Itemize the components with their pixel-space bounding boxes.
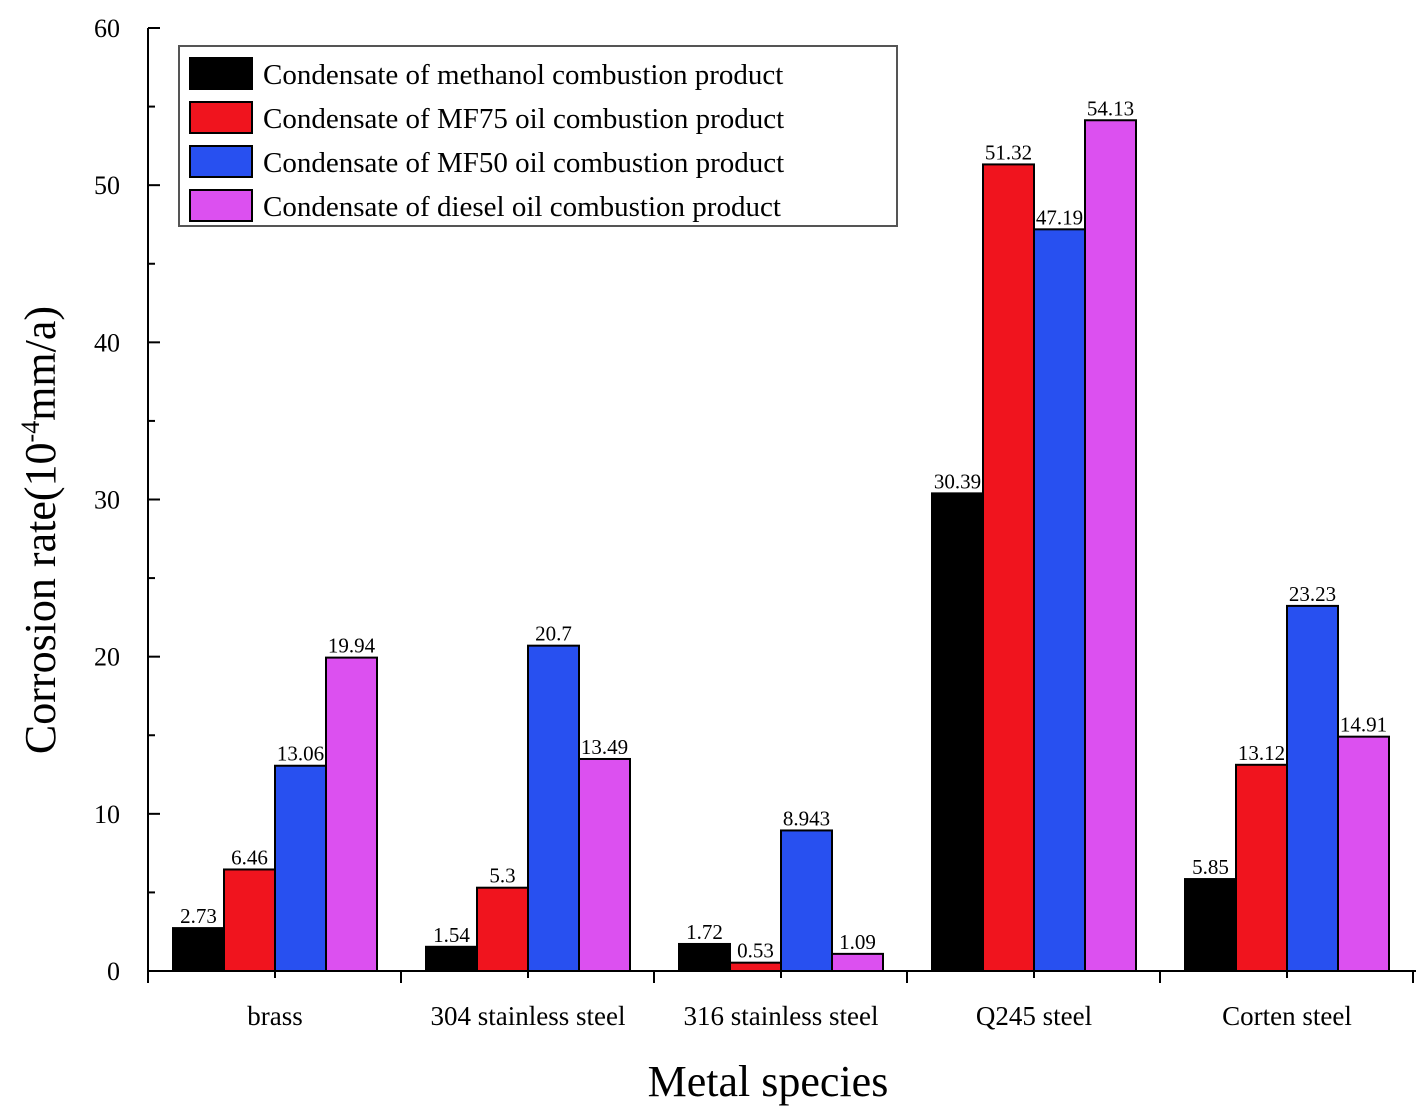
legend-box bbox=[178, 45, 898, 227]
x-tick-label-corten-steel: Corten steel bbox=[1222, 1001, 1352, 1031]
x-tick-label-brass: brass bbox=[247, 1001, 303, 1031]
value-labels-layer: 2.73 6.46 13.06 19.94 1.54 5.3 20.7 13.49 1.72 0.… bbox=[180, 96, 1387, 962]
bar-q245-steel-series-2 bbox=[982, 163, 1035, 973]
value-label-brass-series-3: 13.06 bbox=[277, 742, 324, 766]
y-axis-title-exponent: -4 bbox=[16, 421, 45, 443]
value-label-corten-steel-series-4: 14.91 bbox=[1340, 713, 1387, 737]
value-label-brass-series-2: 6.46 bbox=[231, 845, 268, 869]
legend: Condensate of methanol combustion produc… bbox=[178, 45, 898, 227]
value-label-304-stainless-steel-series-2: 5.3 bbox=[489, 864, 515, 888]
x-tick-label-304-stainless-steel: 304 stainless steel bbox=[431, 1001, 626, 1031]
bar-q245-steel-series-4 bbox=[1084, 119, 1137, 972]
value-label-brass-series-1: 2.73 bbox=[180, 904, 217, 928]
y-tick-label-10: 10 bbox=[94, 800, 120, 829]
y-axis-title-unit: mm/a) bbox=[16, 306, 65, 421]
y-axis-title: Corrosion rate(10-4mm/a) bbox=[16, 306, 65, 754]
legend-label-series-1: Condensate of methanol combustion produc… bbox=[263, 59, 783, 91]
value-label-brass-series-4: 19.94 bbox=[328, 634, 376, 658]
y-axis-title-main: Corrosion rate(10 bbox=[16, 442, 65, 754]
legend-swatch-series-4 bbox=[189, 189, 253, 222]
value-label-q245-steel-series-3: 47.19 bbox=[1036, 205, 1083, 229]
bar-316-stainless-steel-series-1 bbox=[678, 942, 731, 973]
value-label-q245-steel-series-1: 30.39 bbox=[934, 469, 981, 493]
value-label-corten-steel-series-1: 5.85 bbox=[1192, 855, 1229, 879]
bar-316-stainless-steel-series-3 bbox=[780, 829, 833, 973]
y-tick-label-40: 40 bbox=[94, 328, 120, 357]
bar-316-stainless-steel-series-2 bbox=[729, 961, 782, 972]
value-label-316-stainless-steel-series-2: 0.53 bbox=[737, 939, 774, 963]
bar-corten-steel-series-4 bbox=[1337, 735, 1390, 972]
value-label-corten-steel-series-3: 23.23 bbox=[1289, 582, 1336, 606]
bar-corten-steel-series-2 bbox=[1235, 763, 1288, 973]
legend-swatch-series-1 bbox=[189, 57, 253, 90]
bar-brass-series-1 bbox=[172, 927, 225, 973]
axes-layer: 0 10 20 30 40 50 60 brass 304 stainless steel 316… bbox=[94, 14, 1416, 1031]
y-tick-label-20: 20 bbox=[94, 643, 120, 672]
value-label-316-stainless-steel-series-1: 1.72 bbox=[686, 920, 723, 944]
bar-corten-steel-series-3 bbox=[1286, 604, 1339, 973]
value-label-304-stainless-steel-series-4: 13.49 bbox=[581, 735, 628, 759]
bar-316-stainless-steel-series-4 bbox=[831, 952, 884, 973]
value-label-corten-steel-series-2: 13.12 bbox=[1238, 741, 1285, 765]
x-tick-label-316-stainless-steel: 316 stainless steel bbox=[684, 1001, 879, 1031]
y-tick-label-50: 50 bbox=[94, 171, 120, 200]
value-label-q245-steel-series-2: 51.32 bbox=[985, 140, 1032, 164]
legend-swatch-series-3 bbox=[189, 145, 253, 178]
bar-304-stainless-steel-series-3 bbox=[527, 644, 580, 972]
value-label-304-stainless-steel-series-3: 20.7 bbox=[535, 622, 572, 646]
legend-label-series-3: Condensate of MF50 oil combustion produc… bbox=[263, 147, 784, 179]
bar-corten-steel-series-1 bbox=[1184, 878, 1237, 972]
bar-q245-steel-series-3 bbox=[1033, 228, 1086, 972]
bars-layer bbox=[172, 119, 1390, 973]
value-label-316-stainless-steel-series-3: 8.943 bbox=[783, 806, 830, 830]
bar-304-stainless-steel-series-2 bbox=[476, 886, 529, 972]
value-label-304-stainless-steel-series-1: 1.54 bbox=[433, 923, 470, 947]
value-label-316-stainless-steel-series-4: 1.09 bbox=[839, 930, 876, 954]
bar-q245-steel-series-1 bbox=[931, 492, 984, 972]
bar-brass-series-4 bbox=[325, 656, 378, 972]
x-axis-title: Metal species bbox=[648, 1057, 889, 1106]
value-label-q245-steel-series-4: 54.13 bbox=[1087, 96, 1134, 120]
bar-brass-series-2 bbox=[223, 868, 276, 972]
legend-label-series-2: Condensate of MF75 oil combustion produc… bbox=[263, 103, 784, 135]
legend-swatch-series-2 bbox=[189, 101, 253, 134]
y-tick-label-60: 60 bbox=[94, 14, 120, 43]
x-tick-label-q245-steel: Q245 steel bbox=[976, 1001, 1092, 1031]
y-tick-label-30: 30 bbox=[94, 486, 120, 515]
bar-304-stainless-steel-series-1 bbox=[425, 945, 478, 972]
y-tick-label-0: 0 bbox=[107, 957, 120, 986]
bar-304-stainless-steel-series-4 bbox=[578, 757, 631, 973]
bar-brass-series-3 bbox=[274, 764, 327, 973]
legend-label-series-4: Condensate of diesel oil combustion prod… bbox=[263, 191, 781, 223]
